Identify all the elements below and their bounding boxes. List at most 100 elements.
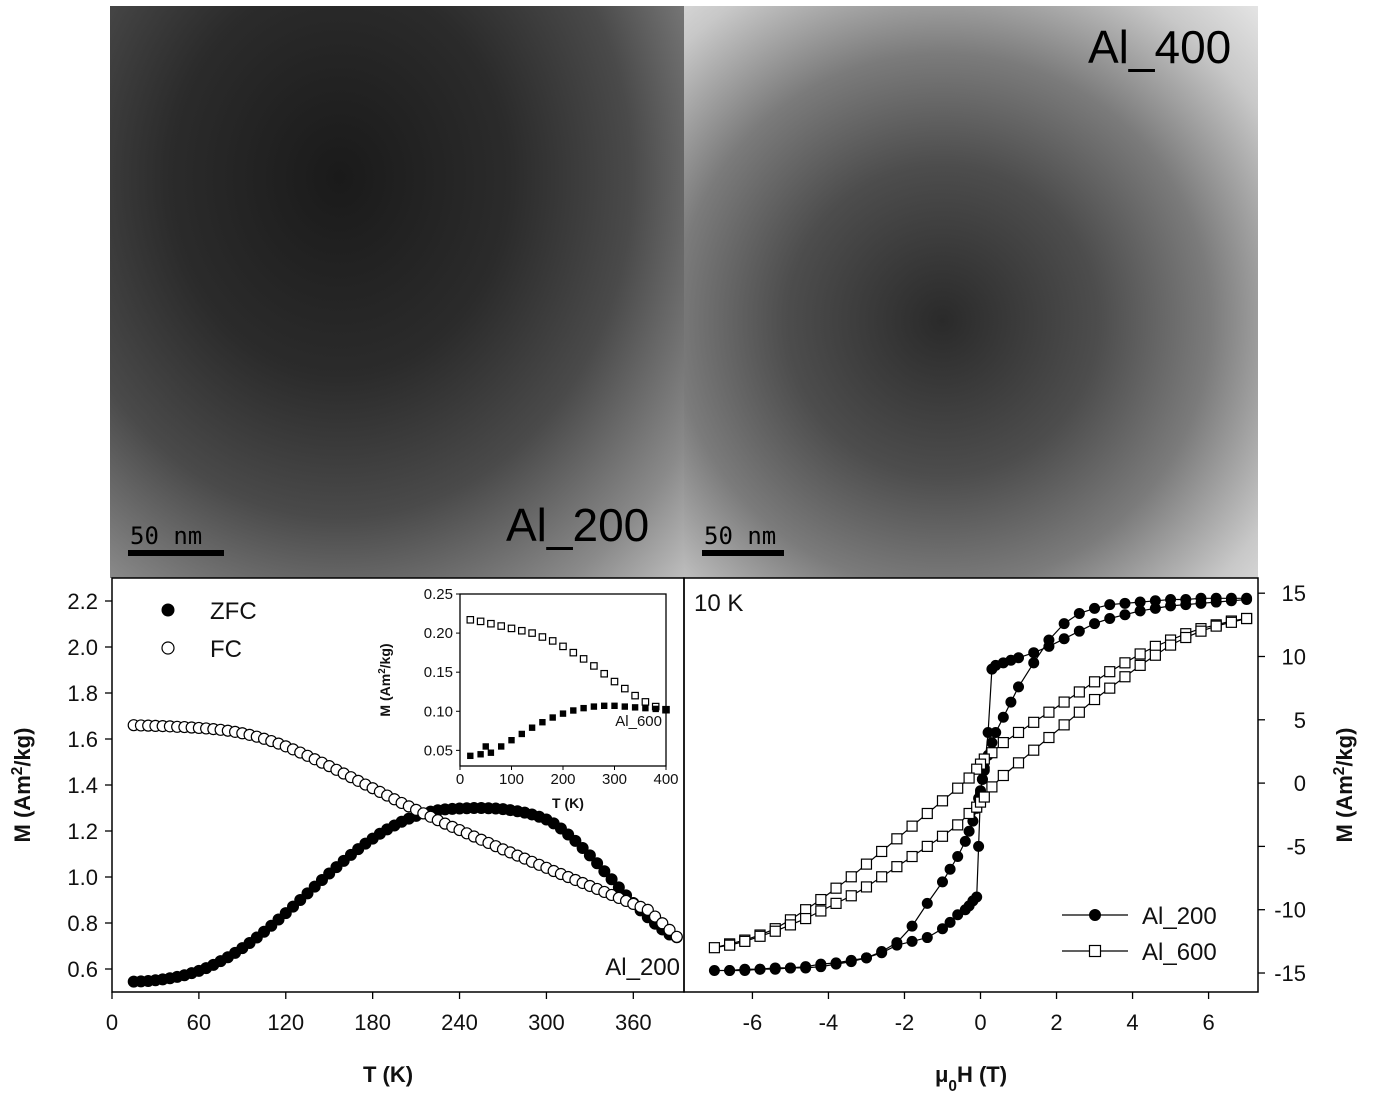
inset-data-point-0 (631, 691, 639, 700)
inset-data-point-0 (487, 619, 495, 628)
inset-data-point-1 (590, 703, 598, 710)
data-point-al_200 (959, 835, 971, 847)
data-point-al_200 (1005, 696, 1017, 708)
inset-frame (459, 593, 667, 767)
data-point-al_200 (1149, 595, 1161, 607)
h-y-tick-label: 15 (1282, 581, 1306, 606)
data-point-al_600 (1104, 682, 1116, 694)
x-tick-label: 240 (441, 1010, 478, 1035)
data-point-al_200 (845, 954, 857, 966)
x-tick-label: 60 (187, 1010, 211, 1035)
data-point-al_200 (708, 964, 720, 976)
data-point-al_600 (1134, 659, 1146, 671)
data-point-al_200 (1073, 607, 1085, 619)
data-point-al_200 (1134, 596, 1146, 608)
y-axis-label-right: M (Am2/kg) (1331, 728, 1358, 843)
inset-data-point-0 (579, 655, 588, 663)
scale-bar-al200 (128, 550, 224, 556)
inset-data-point-0 (466, 615, 475, 624)
data-point-al_600 (891, 861, 903, 873)
data-point-al_200 (986, 663, 998, 675)
data-point-zfc (598, 865, 611, 878)
y-tick-label: 0.8 (67, 911, 98, 936)
inset-data-point-0 (507, 624, 516, 633)
data-point-al_600 (754, 930, 766, 942)
data-point-al_200 (815, 958, 827, 970)
data-point-al_200 (963, 825, 975, 837)
data-point-al_200 (990, 726, 1002, 738)
data-point-al_200 (936, 923, 948, 935)
inset-data-point-0 (620, 684, 629, 693)
data-point-al_600 (1134, 648, 1146, 660)
data-point-al_600 (860, 881, 873, 893)
data-point-al_200 (1028, 647, 1040, 659)
data-point-al_600 (1073, 706, 1085, 718)
inset-data-point-0 (610, 677, 619, 686)
inset-x-tick-label: 300 (602, 771, 627, 788)
inset-y-tick-label: 0.10 (424, 703, 453, 720)
inset-annotation-al600: Al_600 (615, 713, 662, 730)
data-point-al_200 (973, 840, 985, 852)
data-point-al_600 (1028, 744, 1040, 756)
data-point-al_200 (921, 897, 933, 909)
h-y-tick-label: -15 (1274, 961, 1306, 986)
y-tick-label: 2.0 (67, 635, 98, 660)
data-point-al_600 (952, 782, 964, 794)
data-point-zfc (583, 849, 596, 862)
y-tick-label: 1.6 (67, 727, 98, 752)
data-point-zfc (605, 873, 618, 886)
inset-y-axis-label: M (Am2/kg) (377, 643, 394, 716)
data-point-al_600 (845, 890, 857, 902)
data-point-al_600 (1012, 726, 1025, 739)
data-point-al_200 (769, 962, 781, 974)
x-tick-label: 360 (615, 1010, 652, 1035)
h-x-tick-label: 0 (974, 1010, 986, 1035)
y-tick-label: 1.8 (67, 681, 98, 706)
data-point-al_600 (891, 833, 903, 845)
data-point-al_200 (906, 935, 918, 947)
inset-y-tick-label: 0.25 (424, 586, 453, 603)
data-point-al_600 (1012, 757, 1025, 769)
data-point-al_600 (1210, 620, 1222, 632)
data-point-al_600 (971, 763, 983, 775)
y-tick-label: 2.2 (67, 589, 98, 614)
inset-data-point-1 (631, 704, 639, 711)
x-tick-label: 120 (267, 1010, 304, 1035)
data-point-al_600 (1088, 693, 1101, 706)
inset-data-point-1 (498, 743, 505, 750)
inset-data-point-0 (548, 637, 557, 645)
tem-micrograph-al200: Al_200 50 nm (110, 6, 684, 578)
data-point-al_600 (1043, 706, 1055, 718)
tem-micrograph-al400: Al_400 50 nm (684, 6, 1258, 578)
x-axis-label-temperature: T (K) (363, 1062, 413, 1087)
data-point-al_600 (1043, 731, 1055, 744)
data-point-al_600 (936, 830, 949, 842)
data-point-al_200 (891, 939, 903, 951)
data-point-al_200 (754, 963, 766, 975)
data-point-al_600 (739, 935, 751, 947)
data-point-al_600 (1058, 719, 1070, 731)
inset-data-point-1 (642, 704, 649, 712)
inset-x-tick-label: 100 (499, 771, 524, 788)
data-point-al_200 (1195, 592, 1207, 604)
inset-data-point-1 (621, 703, 628, 710)
data-point-al_200 (1210, 592, 1222, 604)
data-point-al_600 (1119, 671, 1131, 683)
micrograph-label-al400: Al_400 (1088, 21, 1232, 73)
data-point-al_200 (971, 891, 983, 903)
inset-data-point-1 (482, 743, 489, 750)
legend-label-al_600: Al_600 (1142, 939, 1217, 966)
data-point-al_600 (906, 850, 918, 863)
data-point-al_200 (1028, 657, 1040, 669)
data-point-al_200 (739, 963, 751, 975)
inset-data-point-1 (539, 719, 546, 726)
inset-x-tick-label: 400 (653, 771, 678, 788)
data-point-al_600 (708, 942, 721, 954)
data-point-al_600 (936, 795, 949, 807)
data-point-al_200 (800, 961, 812, 973)
inset-y-tick-label: 0.20 (424, 625, 453, 642)
data-point-al_200 (997, 711, 1009, 723)
inset-data-point-1 (570, 707, 577, 714)
data-point-al_600 (815, 905, 827, 917)
legend-marker-al_600 (1088, 944, 1102, 958)
